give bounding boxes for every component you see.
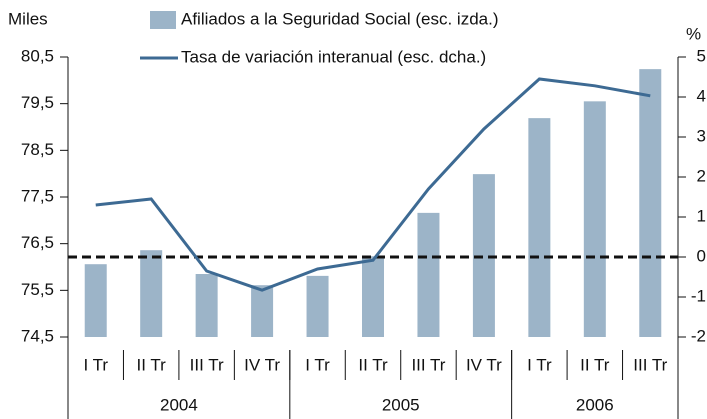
y2-tick-label: -1: [691, 286, 706, 305]
group-label: 2006: [576, 395, 614, 414]
bar: [528, 118, 551, 337]
y-tick-label: 74,5: [21, 326, 54, 345]
x-tick-label: II Tr: [580, 355, 610, 374]
y-axis-label: Miles: [8, 9, 48, 28]
y2-tick-label: 0: [697, 246, 706, 265]
legend-swatch: [150, 11, 176, 29]
y-tick-label: 75,5: [21, 280, 54, 299]
y2-tick-label: 1: [697, 206, 706, 225]
y2-tick-label: -2: [691, 326, 706, 345]
line-series: [95, 77, 651, 292]
group-label: 2004: [160, 395, 198, 414]
bar: [583, 101, 606, 337]
bar: [140, 250, 163, 337]
x-tick-label: III Tr: [633, 355, 667, 374]
x-tick-label: IV Tr: [466, 355, 502, 374]
legend-label: Afiliados a la Seguridad Social (esc. iz…: [181, 9, 499, 28]
y2-tick-label: 3: [697, 126, 706, 145]
x-tick-label: I Tr: [83, 355, 108, 374]
bar: [639, 69, 662, 337]
y2-tick-label: 5: [697, 46, 706, 65]
x-tick-label: II Tr: [137, 355, 167, 374]
x-tick-label: I Tr: [305, 355, 330, 374]
x-tick-label: IV Tr: [244, 355, 280, 374]
y-tick-label: 76,5: [21, 233, 54, 252]
x-tick-label: III Tr: [411, 355, 445, 374]
bar: [362, 256, 384, 337]
legend-label: Tasa de variación interanual (esc. dcha.…: [181, 47, 486, 66]
bar: [417, 212, 440, 337]
y-tick-label: 78,5: [21, 140, 54, 159]
bar: [251, 285, 274, 337]
x-tick-label: III Tr: [190, 355, 224, 374]
bar: [84, 264, 107, 337]
x-tick-label: II Tr: [358, 355, 388, 374]
bar: [306, 275, 329, 337]
y2-axis-label: %: [686, 24, 701, 43]
x-tick-label: I Tr: [527, 355, 552, 374]
bar: [195, 274, 218, 337]
bar: [472, 174, 495, 337]
y-tick-label: 79,5: [21, 93, 54, 112]
group-label: 2005: [382, 395, 420, 414]
y-tick-label: 77,5: [21, 186, 54, 205]
y2-tick-label: 4: [697, 86, 706, 105]
y-tick-label: 80,5: [21, 46, 54, 65]
y2-tick-label: 2: [697, 166, 706, 185]
